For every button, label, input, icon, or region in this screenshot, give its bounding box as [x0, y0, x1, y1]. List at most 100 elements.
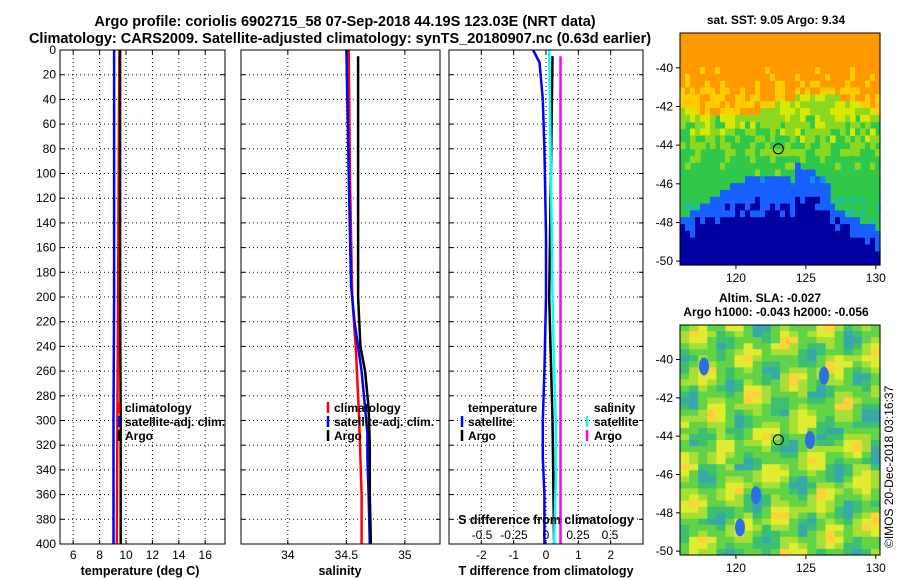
sla-cell: [725, 470, 736, 477]
sla-cell: [707, 433, 717, 441]
sst-cell: [760, 108, 766, 116]
sst-cell: [760, 121, 766, 130]
sla-cell: [861, 409, 872, 417]
sla-cell: [698, 331, 708, 338]
sla-cell: [689, 464, 699, 471]
sst-cell: [780, 230, 786, 239]
sla-cell: [761, 536, 772, 544]
sst-cell: [850, 128, 856, 136]
sla-cell: [780, 488, 790, 496]
sst-cell: [745, 39, 751, 48]
sst-cell: [775, 230, 781, 239]
sla-cell: [680, 349, 690, 356]
sst-cell: [830, 217, 836, 225]
sla-cell: [852, 518, 863, 526]
sla-cell: [825, 470, 836, 477]
sla-cell: [734, 403, 745, 411]
sla-cell: [780, 325, 790, 332]
sst-cell: [765, 142, 771, 150]
sst-cell: [875, 189, 881, 198]
sst-cell: [835, 210, 841, 218]
sst-cell: [800, 224, 806, 232]
sla-cell: [734, 343, 745, 350]
sst-cell: [800, 53, 806, 61]
sla-cell: [752, 500, 763, 508]
sst-cell: [720, 80, 726, 89]
sst-cell: [790, 87, 796, 95]
sst-cell: [830, 251, 836, 259]
sst-cell: [855, 142, 861, 150]
sla-cell: [807, 446, 817, 453]
sla-cell: [852, 385, 863, 393]
sst-cell: [750, 149, 756, 157]
sst-cell: [755, 244, 761, 252]
sst-cell: [745, 53, 751, 61]
sst-cell: [795, 101, 801, 109]
sla-cell: [707, 349, 717, 356]
sst-cell: [750, 128, 756, 136]
sst-cell: [840, 60, 846, 68]
sst-cell: [750, 203, 756, 211]
sst-cell: [815, 258, 821, 266]
sst-cell: [815, 196, 821, 205]
sla-cell: [752, 409, 763, 417]
sla-cell: [689, 500, 699, 508]
difference-top-axis-label: S difference from climatology: [458, 513, 634, 527]
sla-cell: [743, 500, 754, 508]
sla-cell: [780, 548, 790, 556]
sla-cell: [825, 325, 836, 332]
sst-cell: [775, 183, 781, 191]
sst-cell: [760, 251, 766, 259]
sst-cell: [820, 149, 826, 157]
sst-cell: [725, 237, 731, 246]
sst-cell: [825, 142, 831, 150]
salinity-xlabel: salinity: [318, 564, 361, 578]
sst-cell: [790, 203, 796, 211]
sla-cell: [716, 349, 727, 356]
sst-cell: [780, 149, 786, 157]
sst-cell: [870, 135, 876, 143]
sla-cell: [680, 536, 690, 544]
sst-cell: [785, 149, 791, 157]
sst-cell: [855, 149, 861, 157]
sla-cell: [798, 403, 808, 411]
sla-cell: [716, 452, 727, 459]
sst-cell: [700, 224, 706, 232]
sst-cell: [690, 258, 696, 266]
sst-cell: [825, 80, 831, 89]
sst-cell: [705, 33, 711, 41]
sst-cell: [695, 258, 701, 266]
sst-cell: [720, 162, 726, 170]
sst-cell: [820, 73, 826, 82]
sla-cell: [707, 379, 717, 387]
sst-cell: [755, 67, 761, 75]
sst-cell: [820, 108, 826, 116]
sst-cell: [735, 73, 741, 82]
sst-cell: [870, 230, 876, 239]
sst-cell: [740, 183, 746, 191]
sla-cell: [734, 464, 745, 471]
sst-cell: [765, 217, 771, 225]
sla-cell: [770, 530, 781, 538]
sst-cell: [780, 60, 786, 68]
sla-cell: [852, 506, 863, 514]
sla-cell: [770, 403, 781, 411]
sst-cell: [700, 67, 706, 75]
sla-cell: [852, 343, 863, 350]
sla-cell: [870, 542, 881, 550]
sst-cell: [750, 176, 756, 184]
sst-cell: [785, 60, 791, 68]
sst-cell: [850, 149, 856, 157]
sla-cell: [870, 512, 881, 520]
sst-cell: [855, 162, 861, 170]
difference-legend: temperature satellite Argo salinity sate…: [460, 401, 639, 443]
sst-cell: [855, 94, 861, 102]
sla-cell: [716, 482, 727, 490]
sla-cell: [807, 355, 817, 362]
sla-cell: [698, 488, 708, 496]
sla-cell: [680, 542, 690, 550]
sst-cell: [730, 67, 736, 75]
sst-cell: [870, 80, 876, 89]
sst-cell: [815, 217, 821, 225]
sst-cell: [790, 162, 796, 170]
